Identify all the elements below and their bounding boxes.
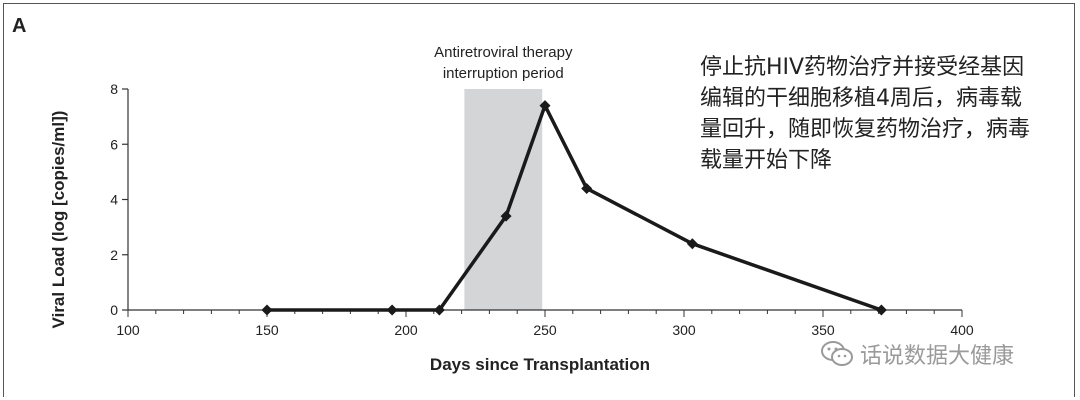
shaded-region xyxy=(464,89,543,310)
x-tick-label: 250 xyxy=(533,322,557,338)
x-tick-label: 400 xyxy=(950,322,974,338)
data-point xyxy=(686,238,698,250)
data-point xyxy=(500,210,512,222)
y-tick-label: 6 xyxy=(110,136,118,152)
watermark: 话说数据大健康 xyxy=(820,338,1014,370)
x-tick-label: 100 xyxy=(116,322,140,338)
x-tick-label: 350 xyxy=(811,322,835,338)
x-tick-label: 150 xyxy=(255,322,279,338)
data-point xyxy=(875,304,887,316)
y-axis-label: Viral Load (log [copies/ml]) xyxy=(49,111,68,329)
data-series-line xyxy=(267,103,882,312)
x-axis-label: Days since Transplantation xyxy=(430,355,650,374)
panel-label: A xyxy=(12,15,26,37)
watermark-text: 话说数据大健康 xyxy=(860,344,1015,369)
chinese-annotation: 停止抗HIV药物治疗并接受经基因编辑的干细胞移植4周后，病毒载量回升，随即恢复药… xyxy=(700,55,1031,173)
x-tick-label: 300 xyxy=(672,322,696,338)
data-point xyxy=(539,100,551,112)
shaded-region-label: interruption period xyxy=(443,65,564,82)
data-point xyxy=(581,182,593,194)
x-tick-label: 200 xyxy=(394,322,418,338)
data-point xyxy=(261,304,273,316)
y-tick-label: 8 xyxy=(110,81,118,97)
y-tick-label: 4 xyxy=(110,192,118,208)
data-point xyxy=(386,304,398,316)
wechat-icon xyxy=(821,341,853,366)
y-tick-label: 0 xyxy=(110,302,118,318)
y-tick-label: 2 xyxy=(110,247,118,263)
figure-frame xyxy=(3,3,1075,397)
shaded-region-label: Antiretroviral therapy xyxy=(434,44,573,61)
data-point xyxy=(433,304,445,316)
